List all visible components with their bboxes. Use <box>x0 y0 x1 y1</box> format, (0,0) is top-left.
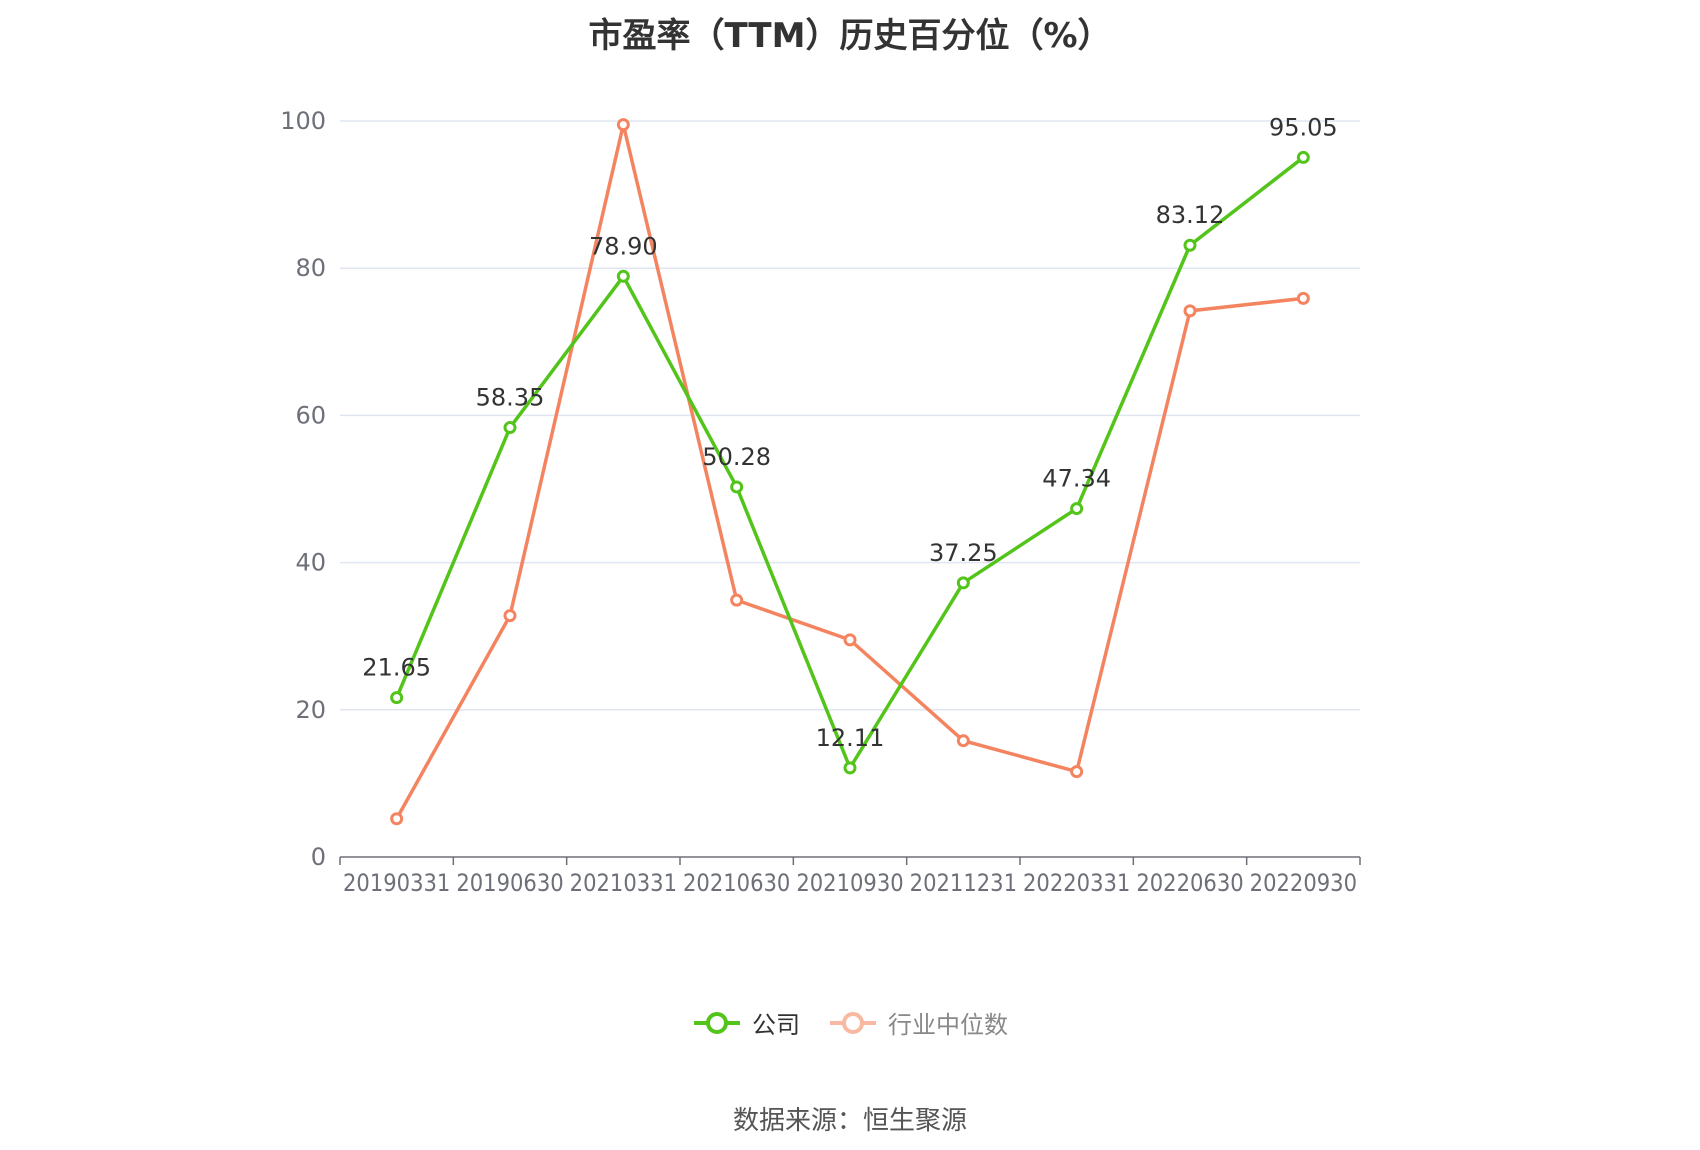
legend-item-company[interactable]: 公司 <box>692 1005 800 1040</box>
x-tick-label: 20220630 <box>1136 869 1243 897</box>
legend: 公司 行业中位数 <box>0 1005 1700 1040</box>
x-tick-label: 20210331 <box>570 869 677 897</box>
data-label: 78.90 <box>589 232 658 260</box>
data-point-0 <box>730 480 744 494</box>
source-note: 数据来源：恒生聚源 <box>732 1106 967 1136</box>
data-label: 50.28 <box>702 443 771 471</box>
data-point-0 <box>843 761 857 775</box>
x-tick-label: 20210630 <box>683 869 790 897</box>
legend-label-industry: 行业中位数 <box>888 1011 1008 1039</box>
data-label: 12.11 <box>816 724 885 752</box>
y-tick-label: 100 <box>280 107 326 135</box>
data-label: 83.12 <box>1156 201 1225 229</box>
legend-label-company: 公司 <box>752 1011 800 1039</box>
data-point-1 <box>616 118 630 132</box>
data-label: 21.65 <box>362 654 431 682</box>
x-tick-label: 20220331 <box>1023 869 1130 897</box>
data-point-0 <box>503 421 517 435</box>
grid-lines <box>340 120 1360 711</box>
data-point-0 <box>1183 238 1197 252</box>
y-tick-label: 80 <box>295 254 326 282</box>
data-point-1 <box>730 593 744 607</box>
data-point-1 <box>503 609 517 623</box>
data-label: 47.34 <box>1042 465 1111 493</box>
y-tick-label: 40 <box>295 549 326 577</box>
data-point-1 <box>390 812 404 826</box>
data-point-0 <box>956 576 970 590</box>
series-line-0 <box>395 156 1305 770</box>
data-point-0 <box>616 269 630 283</box>
x-tick-label: 20210930 <box>796 869 903 897</box>
y-tick-label: 0 <box>311 843 326 871</box>
data-point-1 <box>1296 291 1310 305</box>
legend-industry-marker-icon <box>830 1011 876 1034</box>
series-lines <box>390 118 1310 826</box>
data-point-0 <box>1070 502 1084 516</box>
data-point-0 <box>390 691 404 705</box>
data-point-1 <box>843 633 857 647</box>
data-label: 37.25 <box>929 539 998 567</box>
legend-company-marker-icon <box>694 1011 740 1034</box>
y-tick-label: 60 <box>295 401 326 429</box>
data-point-1 <box>956 734 970 748</box>
legend-item-industry[interactable]: 行业中位数 <box>828 1005 1008 1040</box>
data-label: 95.05 <box>1269 113 1338 141</box>
x-tick-label: 20211231 <box>910 869 1017 897</box>
y-tick-label: 20 <box>295 696 326 724</box>
x-tick-label: 20190331 <box>343 869 450 897</box>
data-labels: 21.65 58.35 78.90 50.28 12.11 37.25 47.34 83.12… <box>362 113 1337 751</box>
x-tick-label: 20220930 <box>1250 869 1357 897</box>
data-label: 58.35 <box>476 384 545 412</box>
x-tick-label: 20190630 <box>456 869 563 897</box>
data-point-1 <box>1183 304 1197 318</box>
data-point-0 <box>1296 150 1310 164</box>
chart-title: 市盈率（TTM）历史百分位（%） <box>588 16 1112 56</box>
data-point-1 <box>1070 765 1084 779</box>
